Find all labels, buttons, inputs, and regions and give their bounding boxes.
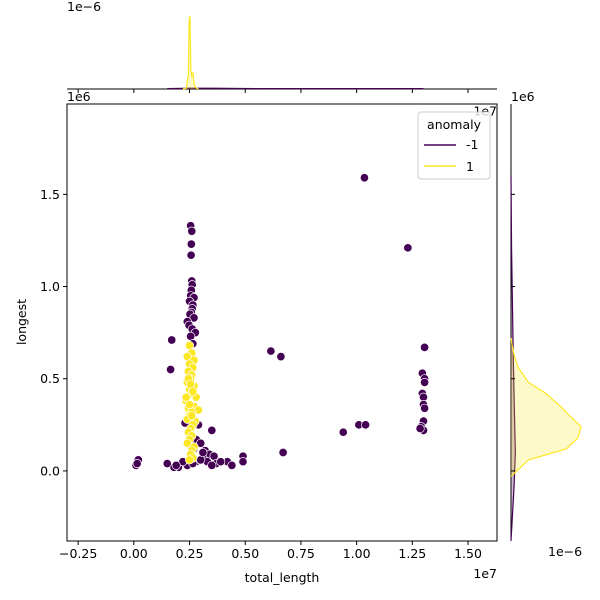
y-tick-label: 1.5 <box>40 187 60 202</box>
legend-title: anomaly <box>427 117 482 132</box>
right-kde-line <box>510 338 582 477</box>
x-ticks: −0.25 0.00 0.25 0.50 0.75 1.00 1.25 1.50 <box>59 89 482 561</box>
point-anomaly <box>207 460 217 470</box>
point-anomaly <box>278 447 288 458</box>
right-marginal: 1e−6 <box>510 104 582 559</box>
right-kde-area <box>511 338 581 477</box>
legend: anomaly -1 1 <box>417 111 491 180</box>
point-anomaly <box>186 239 196 249</box>
point-anomaly <box>198 447 208 458</box>
point-anomaly <box>420 377 430 387</box>
y-axis-title: longest <box>14 299 29 345</box>
right-kde-line <box>510 175 516 542</box>
y-ticks: 0.0 0.5 1.0 1.5 <box>40 187 515 478</box>
point-anomaly <box>266 346 276 356</box>
point-anomaly <box>207 425 217 435</box>
point-anomaly <box>167 335 177 345</box>
top-kde-area <box>182 15 199 90</box>
x-tick-label: 0.25 <box>176 546 204 561</box>
point-anomaly <box>403 243 413 253</box>
top-marginal-offset-label: 1e−6 <box>67 0 101 14</box>
x-tick-label: 1.00 <box>343 546 371 561</box>
x-tick-label: 1.25 <box>398 546 426 561</box>
y-tick-label: 1.0 <box>40 279 60 294</box>
legend-label-neg1: -1 <box>466 137 478 152</box>
plot-frame <box>66 103 498 542</box>
point-normal <box>187 411 197 421</box>
point-anomaly <box>420 403 430 413</box>
point-anomaly <box>359 173 369 183</box>
point-normal <box>184 399 195 410</box>
point-anomaly <box>171 460 181 470</box>
x-tick-label: 0.75 <box>287 546 315 561</box>
point-anomaly <box>162 459 172 469</box>
points-layer <box>131 173 430 472</box>
x-tick-label: 0.00 <box>120 546 148 561</box>
point-anomaly <box>420 342 430 352</box>
right-marginal-offset-label: 1e−6 <box>548 544 582 559</box>
point-anomaly <box>216 457 226 467</box>
y-tick-label: 0.5 <box>40 371 60 386</box>
point-anomaly <box>166 364 176 375</box>
point-anomaly <box>187 226 197 236</box>
x-tick-label: 1.50 <box>454 546 482 561</box>
point-anomaly <box>360 420 371 430</box>
right-marginal-curves <box>510 175 582 542</box>
point-anomaly <box>132 459 142 469</box>
x-tick-label: −0.25 <box>59 546 97 561</box>
point-anomaly <box>415 423 425 434</box>
point-anomaly <box>186 250 196 260</box>
y-tick-label: 0.0 <box>40 463 60 478</box>
x-offset-label-bottom: 1e7 <box>473 566 497 581</box>
y-offset-label: 1e6 <box>67 89 91 104</box>
x-axis-title: total_length <box>245 570 320 585</box>
point-anomaly <box>227 460 237 470</box>
point-anomaly <box>276 352 286 362</box>
point-normal <box>181 392 191 402</box>
legend-label-pos1: 1 <box>466 159 474 174</box>
point-anomaly <box>238 457 248 467</box>
point-anomaly <box>338 427 348 437</box>
point-normal <box>184 455 195 465</box>
right-y-offset-label: 1e6 <box>511 89 535 104</box>
x-tick-label: 0.50 <box>231 546 259 561</box>
top-marginal: 1e−6 <box>67 0 497 90</box>
top-marginal-curves <box>167 15 424 90</box>
main-plot: −0.25 0.00 0.25 0.50 0.75 1.00 1.25 1.50 0.0 0.5… <box>14 89 535 585</box>
point-normal <box>188 387 198 397</box>
top-kde-line <box>182 15 199 90</box>
